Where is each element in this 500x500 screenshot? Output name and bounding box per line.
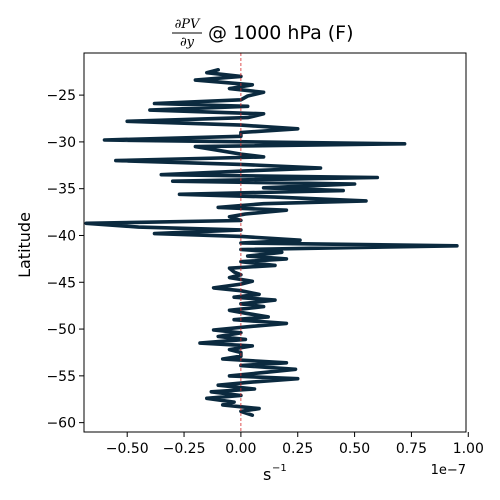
plot-area: [84, 53, 459, 432]
x-axis-offset-label: 1e−7: [431, 463, 466, 478]
y-tick-label: −40: [46, 228, 76, 244]
y-tick-label: −35: [46, 182, 76, 198]
x-axis-label-superscript: −1: [272, 463, 287, 474]
title-suffix: @ 1000 hPa (F): [208, 22, 354, 44]
y-axis-label: Latitude: [15, 212, 34, 278]
x-tick-label: 0.00: [225, 441, 256, 457]
title-fraction-denominator: ∂y: [180, 35, 195, 50]
y-tick-label: −45: [46, 275, 76, 291]
axes: −0.50 −0.25 0.00 0.25 0.50 0.75 1.00 −25 −30 −35 −…: [46, 52, 484, 457]
x-tick-label: 0.75: [396, 441, 427, 457]
y-tick-label: −60: [46, 416, 76, 432]
x-axis-label: s −1: [263, 463, 287, 484]
y-tick-label: −30: [46, 135, 76, 151]
chart-title: ∂PV ∂y @ 1000 hPa (F): [172, 17, 354, 50]
x-tick-label: 0.25: [282, 441, 313, 457]
y-tick-label: −50: [46, 322, 76, 338]
x-tick-label: 1.00: [453, 441, 484, 457]
x-axis-label-base: s: [263, 465, 271, 484]
x-tick-label: −0.25: [163, 441, 206, 457]
y-tick-label: −55: [46, 369, 76, 385]
y-tick-label: −25: [46, 88, 76, 104]
title-fraction-numerator: ∂PV: [175, 17, 201, 32]
x-tick-label: −0.50: [106, 441, 149, 457]
plot-frame: [83, 52, 467, 433]
x-tick-label: 0.50: [339, 441, 370, 457]
